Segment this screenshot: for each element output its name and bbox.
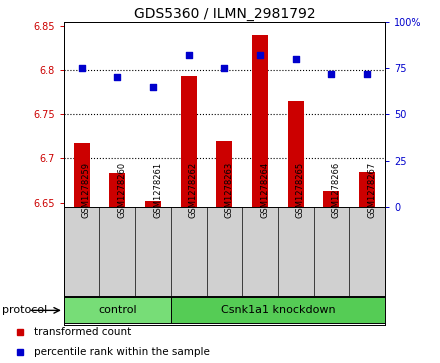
Point [328,71,335,77]
Bar [64,297,171,323]
Text: GSM1278264: GSM1278264 [260,162,269,217]
Bar [181,77,197,207]
Point [78,65,85,71]
Point [150,84,157,90]
Point [221,65,228,71]
Bar [359,172,375,207]
Text: GSM1278266: GSM1278266 [331,161,341,217]
Text: Csnk1a1 knockdown: Csnk1a1 knockdown [220,305,335,315]
Text: transformed count: transformed count [34,327,131,337]
Bar [323,191,340,207]
Text: GSM1278265: GSM1278265 [296,162,305,217]
Bar [145,201,161,207]
Text: GSM1278261: GSM1278261 [153,162,162,217]
Bar [171,297,385,323]
Text: GSM1278260: GSM1278260 [117,162,126,217]
Bar [109,174,125,207]
Bar [216,141,232,207]
Point [185,52,192,58]
Point [363,71,370,77]
Title: GDS5360 / ILMN_2981792: GDS5360 / ILMN_2981792 [134,7,315,21]
Text: GSM1278262: GSM1278262 [189,162,198,217]
Point [292,56,299,62]
Text: percentile rank within the sample: percentile rank within the sample [34,347,210,357]
Text: GSM1278263: GSM1278263 [224,161,233,217]
Bar [73,143,90,207]
Point [257,52,264,58]
Bar [252,35,268,207]
Text: protocol: protocol [2,305,48,315]
Text: GSM1278267: GSM1278267 [367,161,376,217]
Text: GSM1278259: GSM1278259 [82,162,91,217]
Text: control: control [98,305,137,315]
Bar [288,101,304,207]
Point [114,74,121,80]
